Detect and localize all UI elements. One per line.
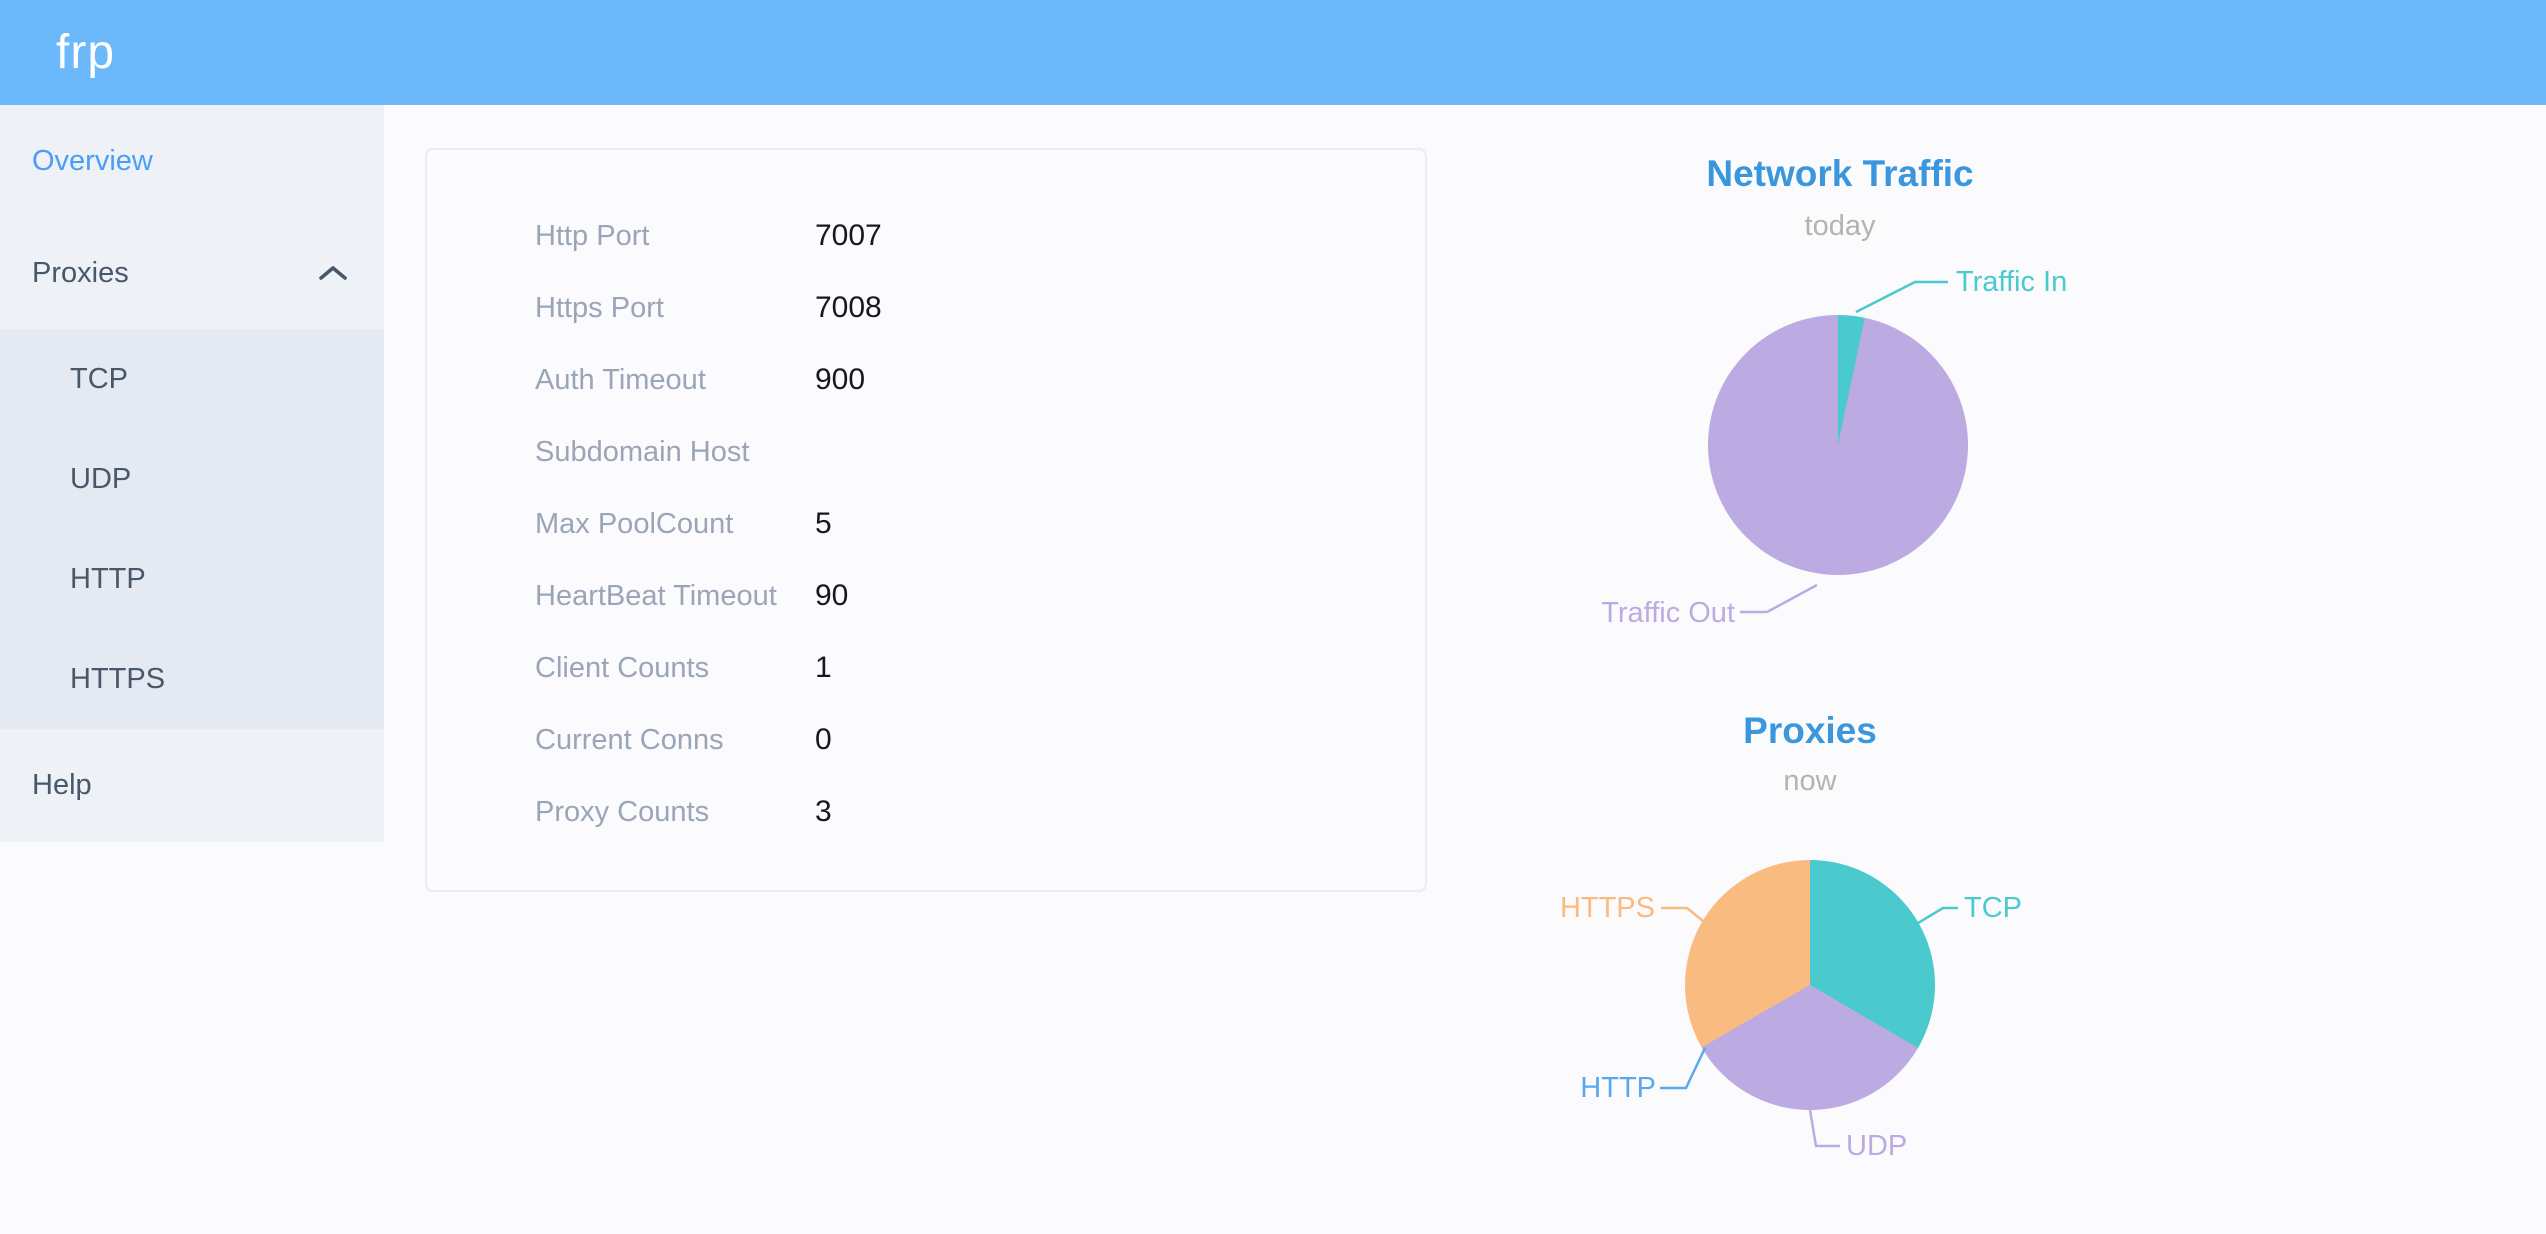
pie-label-udp: UDP bbox=[1846, 1130, 1908, 1162]
config-row: Client Counts 1 bbox=[427, 632, 1425, 704]
leader-http bbox=[1660, 1047, 1707, 1090]
sidebar-item-label: Proxies bbox=[32, 256, 129, 289]
config-label: Client Counts bbox=[535, 651, 710, 684]
pie-label-https: HTTPS bbox=[1559, 892, 1655, 924]
sidebar-item-label: HTTPS bbox=[70, 662, 166, 695]
config-label: Current Conns bbox=[535, 723, 724, 756]
config-value: 0 bbox=[815, 723, 832, 756]
config-row: Current Conns 0 bbox=[427, 704, 1425, 776]
leader-tcp bbox=[1917, 906, 1958, 925]
sidebar-item-udp[interactable]: UDP bbox=[0, 429, 384, 529]
leader-udp bbox=[1808, 1109, 1840, 1148]
leader-traffic-in bbox=[1855, 280, 1948, 314]
config-row: Auth Timeout 900 bbox=[427, 344, 1425, 416]
server-config-panel: Http Port 7007 Https Port 7008 Auth Timeou… bbox=[425, 148, 1427, 892]
pie-label-http: HTTP bbox=[1580, 1072, 1656, 1104]
sidebar-item-https[interactable]: HTTPS bbox=[0, 629, 384, 729]
sidebar-item-tcp[interactable]: TCP bbox=[0, 329, 384, 429]
proxies-submenu: TCP UDP HTTP HTTPS bbox=[0, 329, 384, 729]
sidebar-item-label: Help bbox=[32, 769, 92, 801]
config-row: Http Port 7007 bbox=[427, 200, 1425, 272]
config-value: 1 bbox=[815, 651, 832, 684]
sidebar-item-overview[interactable]: Overview bbox=[0, 105, 384, 217]
config-row: Subdomain Host bbox=[427, 416, 1425, 488]
network-traffic-title: Network Traffic bbox=[1706, 153, 1974, 194]
proxies-pie[interactable] bbox=[1685, 860, 1935, 1110]
sidebar-item-proxies[interactable]: Proxies bbox=[0, 217, 384, 329]
app-logo[interactable]: frp bbox=[56, 26, 116, 79]
leader-https bbox=[1661, 906, 1704, 922]
sidebar-item-help[interactable]: Help bbox=[0, 729, 384, 842]
config-label: Max PoolCount bbox=[535, 507, 734, 540]
sidebar-item-label: Overview bbox=[32, 144, 153, 177]
config-row: Https Port 7008 bbox=[427, 272, 1425, 344]
proxies-chart-title: Proxies bbox=[1743, 710, 1877, 751]
sidebar-item-label: TCP bbox=[70, 362, 128, 395]
pie-label-traffic-in: Traffic In bbox=[1956, 266, 2068, 298]
sidebar-item-http[interactable]: HTTP bbox=[0, 529, 384, 629]
network-traffic-pie[interactable] bbox=[1708, 315, 1968, 575]
config-value: 900 bbox=[815, 363, 866, 396]
pie-label-traffic-out: Traffic Out bbox=[1601, 597, 1735, 629]
proxies-chart-subtitle: now bbox=[1783, 765, 1837, 797]
config-value: 3 bbox=[815, 795, 832, 828]
sidebar-item-label: HTTP bbox=[70, 562, 146, 595]
config-label: HeartBeat Timeout bbox=[535, 579, 777, 612]
leader-traffic-out bbox=[1740, 583, 1818, 614]
config-label: Proxy Counts bbox=[535, 795, 710, 828]
config-label: Http Port bbox=[535, 219, 650, 252]
sidebar: Overview Proxies TCP UDP HTTP HTTPS Help bbox=[0, 105, 384, 842]
config-row: Proxy Counts 3 bbox=[427, 776, 1425, 848]
config-row: Max PoolCount 5 bbox=[427, 488, 1425, 560]
config-label: Auth Timeout bbox=[535, 363, 706, 396]
config-value: 7007 bbox=[815, 219, 882, 252]
config-value: 5 bbox=[815, 507, 832, 540]
chevron-up-icon bbox=[319, 266, 347, 280]
pie-label-tcp: TCP bbox=[1964, 892, 2022, 924]
config-value: 90 bbox=[815, 579, 849, 612]
app-header: frp bbox=[0, 0, 2546, 105]
config-value: 7008 bbox=[815, 291, 882, 324]
network-traffic-subtitle: today bbox=[1804, 210, 1876, 242]
config-row: HeartBeat Timeout 90 bbox=[427, 560, 1425, 632]
config-label: Subdomain Host bbox=[535, 435, 750, 468]
sidebar-item-label: UDP bbox=[70, 462, 132, 495]
config-label: Https Port bbox=[535, 291, 664, 324]
